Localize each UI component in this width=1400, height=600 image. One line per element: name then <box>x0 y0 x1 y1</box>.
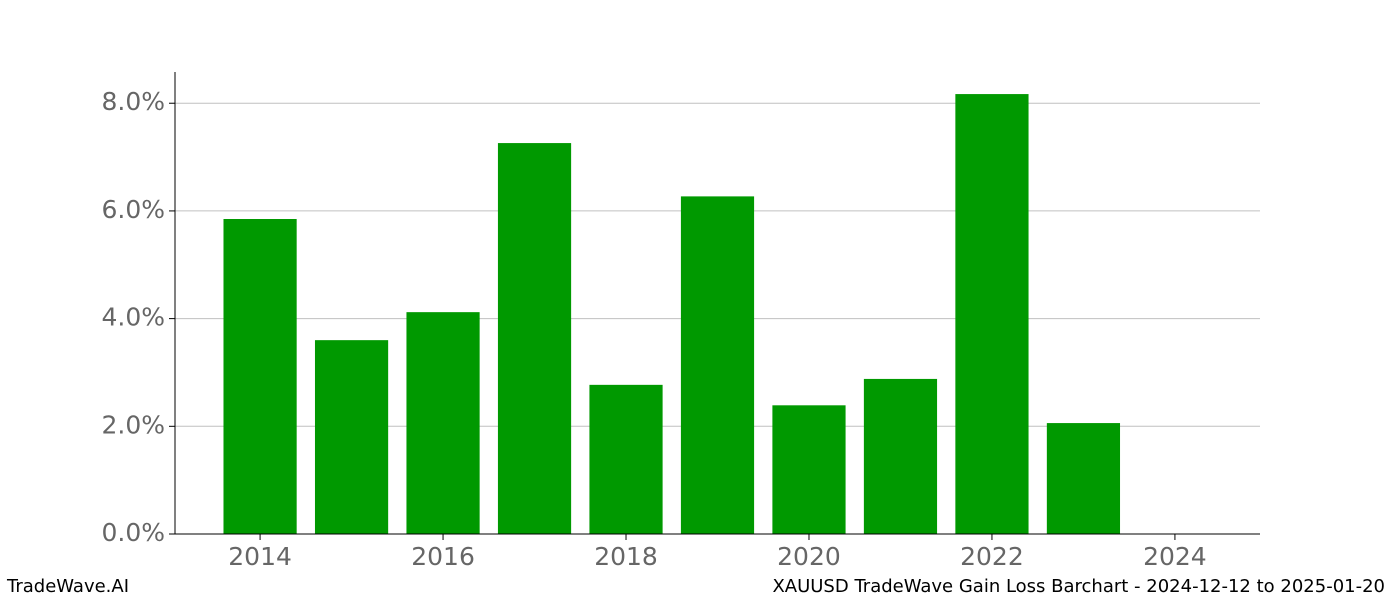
x-tick-label: 2024 <box>1143 542 1207 571</box>
source-label: TradeWave.AI <box>6 576 129 597</box>
bar <box>772 405 846 534</box>
chart-title: XAUUSD TradeWave Gain Loss Barchart - 20… <box>772 576 1385 597</box>
bar <box>589 384 663 534</box>
x-tick-label: 2016 <box>411 542 475 571</box>
y-tick-label: 2.0% <box>101 410 165 439</box>
y-tick-label: 4.0% <box>101 303 165 332</box>
bar <box>863 378 938 534</box>
y-tick-label: 6.0% <box>101 195 165 224</box>
x-tick-label: 2020 <box>777 542 841 571</box>
bar <box>955 94 1029 535</box>
y-tick-label: 8.0% <box>101 87 165 116</box>
bar <box>406 312 480 534</box>
x-tick-label: 2022 <box>960 542 1024 571</box>
bar <box>497 143 572 535</box>
x-tick-label: 2018 <box>594 542 658 571</box>
bar <box>680 196 755 534</box>
bar <box>1046 423 1121 534</box>
y-tick-label: 0.0% <box>101 518 165 547</box>
bar <box>223 219 297 534</box>
x-tick-label: 2014 <box>228 542 292 571</box>
bar <box>314 340 389 534</box>
